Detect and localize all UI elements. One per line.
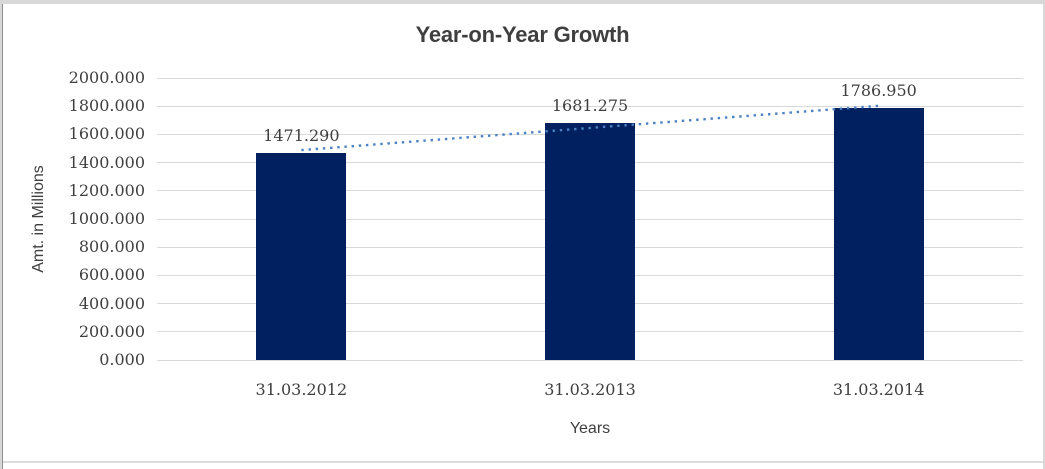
gridline — [157, 105, 1023, 107]
gridline — [157, 359, 1023, 361]
y-tick-label: 800.000 — [78, 237, 145, 257]
x-axis-title: Years — [569, 420, 611, 437]
x-tick-label: 31.03.2013 — [544, 380, 636, 399]
bar-31.03.2012 — [256, 152, 347, 360]
y-tick-label: 1800.000 — [68, 96, 145, 116]
y-tick-label: 1200.000 — [68, 180, 145, 200]
frame-top-border — [0, 0, 1045, 4]
y-tick-label: 2000.000 — [68, 68, 145, 87]
gridline — [157, 77, 1023, 79]
data-label: 1786.950 — [840, 81, 917, 101]
y-tick-label: 1400.000 — [68, 152, 145, 172]
bar-31.03.2014 — [833, 108, 924, 360]
frame-left-line — [2, 4, 3, 469]
y-tick-label: 1600.000 — [68, 124, 145, 144]
bar-31.03.2013 — [545, 122, 635, 360]
chart-title: Year-on-Year Growth — [415, 22, 630, 47]
x-tick-label: 31.03.2014 — [832, 380, 925, 399]
frame-left-border — [0, 0, 2, 469]
data-label: 1471.290 — [263, 125, 340, 145]
y-tick-label: 200.000 — [78, 321, 145, 341]
data-label: 1681.275 — [551, 95, 629, 115]
y-tick-label: 1000.000 — [68, 209, 145, 228]
frame-right-border — [1043, 4, 1045, 469]
y-tick-label: 400.000 — [78, 293, 145, 313]
x-tick-label: 31.03.2012 — [255, 380, 348, 399]
y-tick-label: 0.000 — [99, 350, 145, 369]
frame-bottom-border — [3, 461, 1043, 463]
trendline — [301, 104, 882, 152]
y-tick-label: 600.000 — [78, 265, 145, 285]
